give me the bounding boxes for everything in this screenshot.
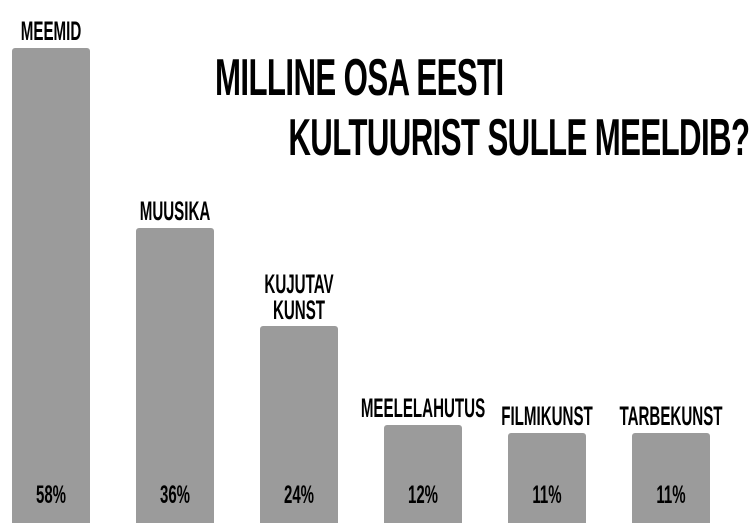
category-label: KUJUTAV KUNST xyxy=(264,268,334,325)
category-label: FILMIKUNST xyxy=(501,401,593,432)
category-label: MEEMID xyxy=(20,15,82,46)
value-label: 36% xyxy=(159,481,191,510)
value-label: 11% xyxy=(656,481,686,510)
value-label: 58% xyxy=(35,481,67,510)
bar xyxy=(508,432,586,523)
bar xyxy=(136,227,214,523)
value-label: 24% xyxy=(283,481,315,510)
chart-title: KULTUURIST SULLE MEELDIB? xyxy=(287,109,750,167)
value-label: 12% xyxy=(407,481,439,510)
category-label: TARBEKUNST xyxy=(619,401,723,432)
chart-title: MILLINE OSA EESTI xyxy=(215,49,504,107)
bar xyxy=(384,424,462,523)
bar xyxy=(12,47,90,523)
value-label: 11% xyxy=(532,481,562,510)
bar xyxy=(632,432,710,523)
bar xyxy=(260,326,338,523)
category-label: MUUSIKA xyxy=(139,196,211,227)
category-label: MEELELAHUTUS xyxy=(360,393,486,423)
